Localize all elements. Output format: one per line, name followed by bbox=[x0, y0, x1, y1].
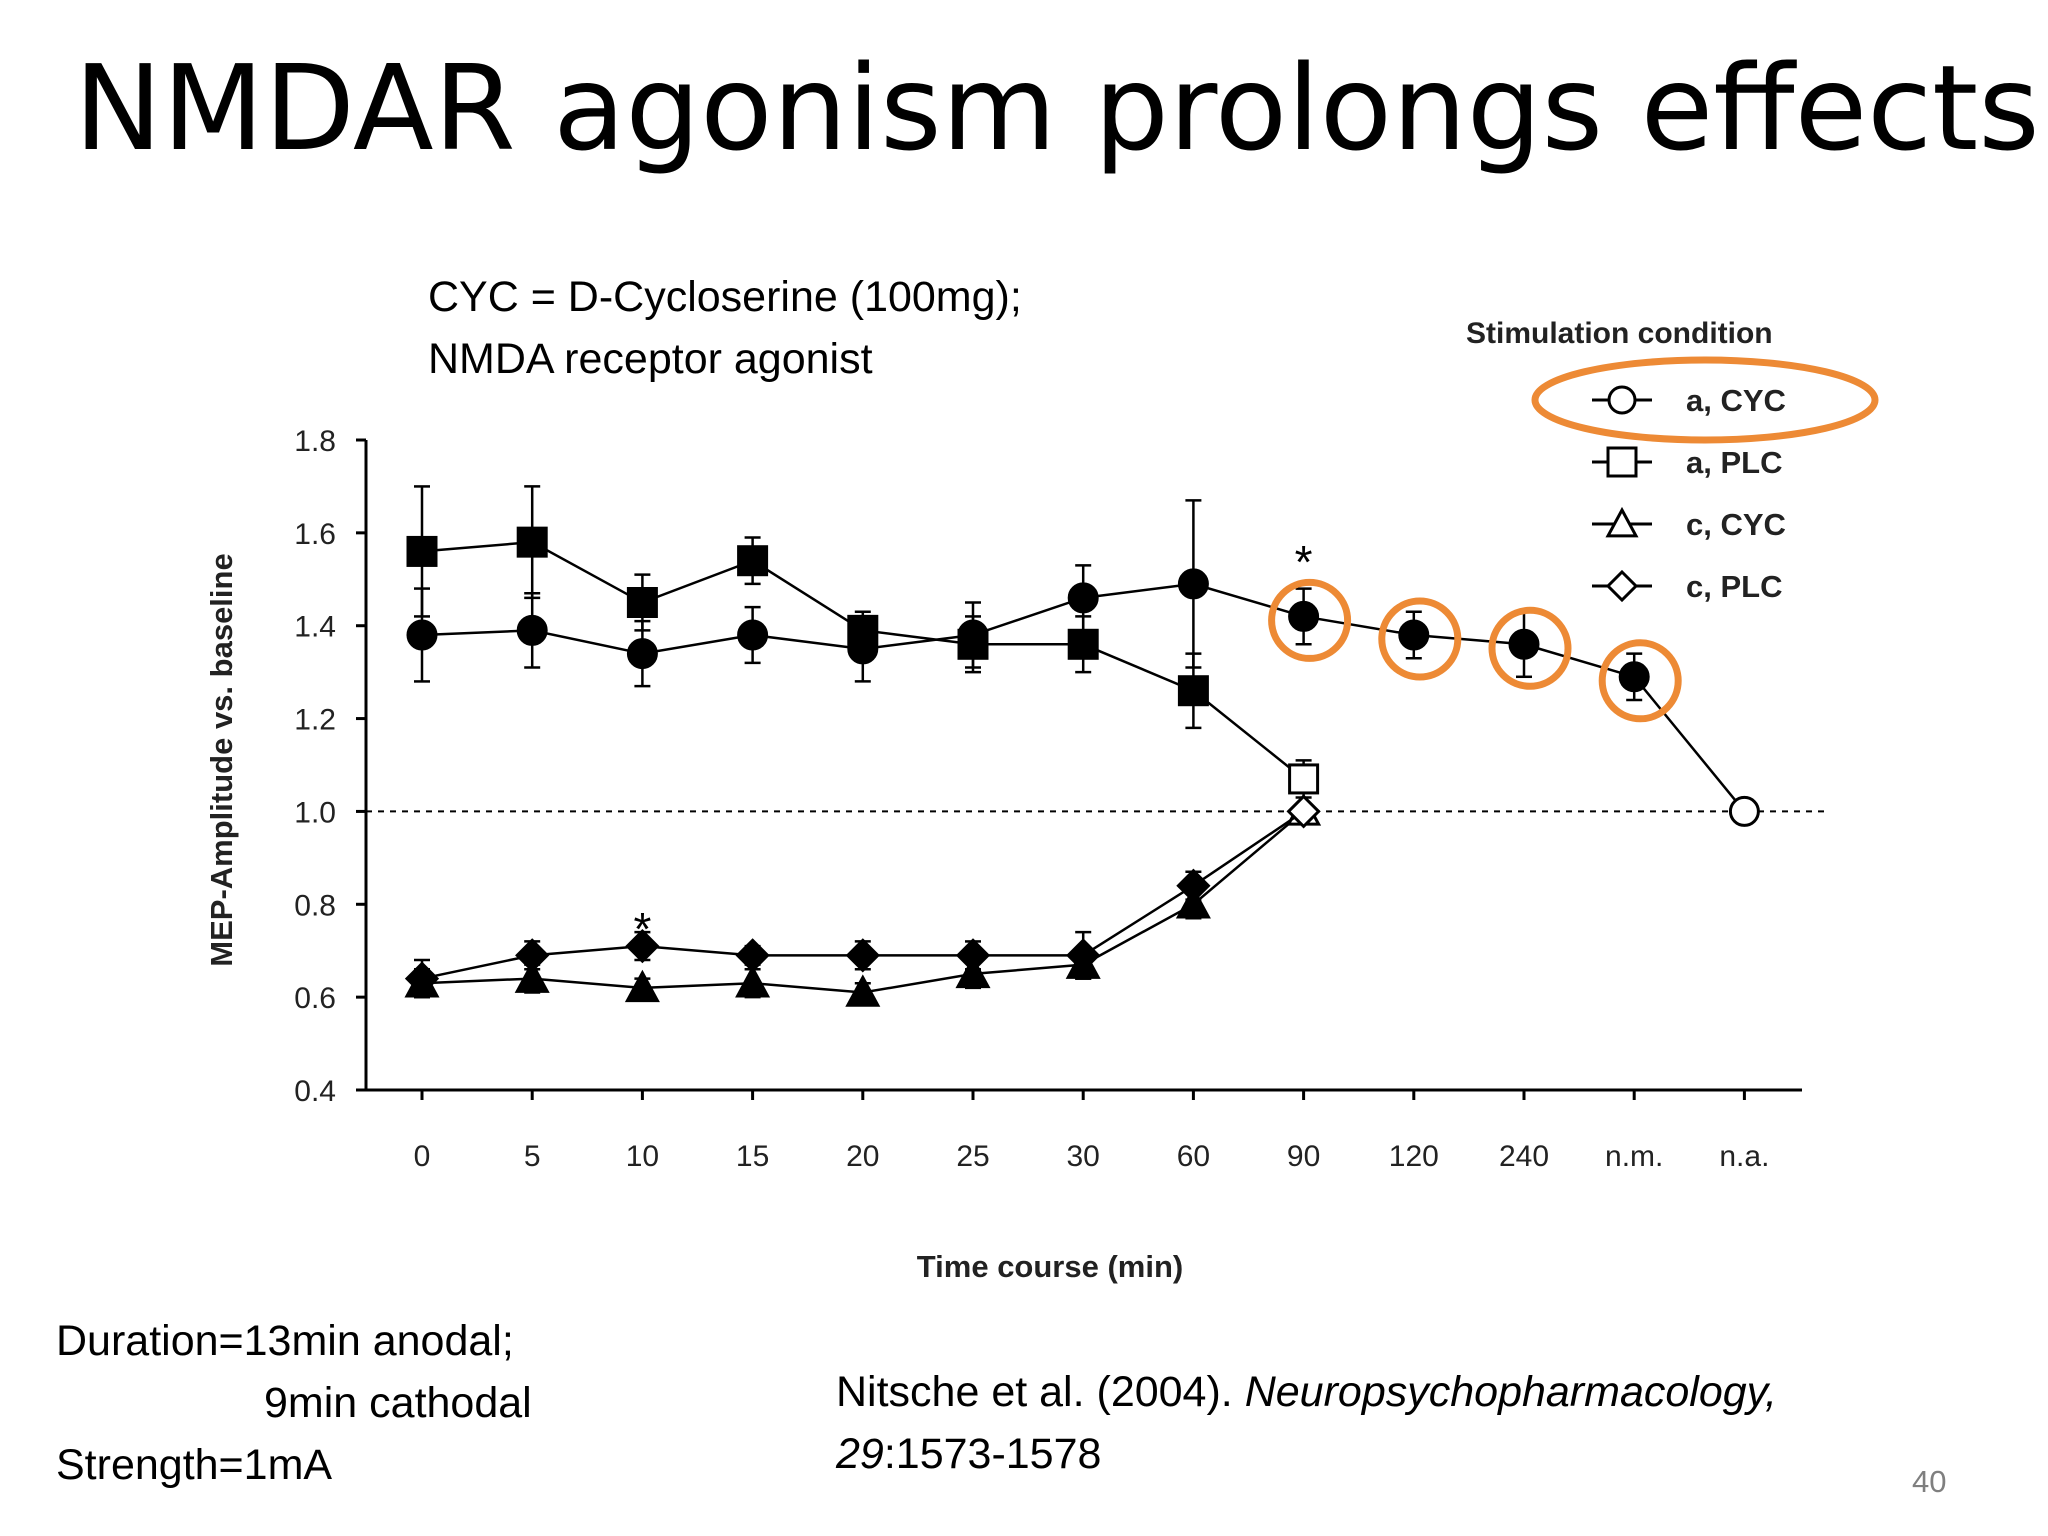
cathodal-duration-line: 9min cathodal bbox=[264, 1379, 532, 1427]
stimulation-parameters-note: Duration=13min anodal; 9min cathodal Str… bbox=[56, 1310, 532, 1496]
data-point bbox=[515, 938, 550, 973]
citation-authors: Nitsche et al. (2004). bbox=[836, 1368, 1245, 1416]
data-point bbox=[1508, 628, 1540, 660]
y-tick-label: 0.4 bbox=[294, 1075, 336, 1108]
data-point bbox=[1067, 628, 1099, 660]
data-point bbox=[955, 955, 991, 989]
data-point bbox=[737, 619, 769, 651]
citation: Nitsche et al. (2004). Neuropsychopharma… bbox=[836, 1361, 1777, 1485]
citation-line-1: Nitsche et al. (2004). Neuropsychopharma… bbox=[836, 1361, 1777, 1423]
y-tick-label: 0.6 bbox=[294, 982, 336, 1015]
point-highlight-circle bbox=[1598, 639, 1682, 723]
data-point bbox=[737, 545, 769, 577]
legend-label: c, CYC bbox=[1686, 507, 1786, 542]
data-point bbox=[955, 938, 991, 973]
slide-title: NMDAR agonism prolongs effects bbox=[74, 39, 2040, 177]
data-point bbox=[626, 587, 658, 618]
significance-asterisk: * bbox=[633, 903, 651, 955]
data-point bbox=[516, 526, 548, 558]
data-point bbox=[1066, 938, 1101, 973]
significance-asterisk: * bbox=[1295, 536, 1313, 588]
data-point bbox=[514, 960, 550, 993]
y-tick-label: 1.6 bbox=[294, 518, 336, 551]
data-point bbox=[735, 965, 771, 998]
y-tick-label: 0.8 bbox=[294, 889, 336, 922]
x-tick-label: 5 bbox=[524, 1140, 541, 1173]
x-tick-label: 0 bbox=[414, 1140, 431, 1173]
point-highlight-circle bbox=[1378, 597, 1462, 681]
y-tick-label: 1.8 bbox=[294, 425, 336, 458]
legend-label: a, PLC bbox=[1686, 445, 1782, 480]
chart-axes: 1.8 1.6 1.4 1.2 1.0 0.8 0.6 0.4 0 5 10 15 20 25 30 60 90… bbox=[204, 425, 1830, 1284]
x-tick-label: 30 bbox=[1067, 1140, 1100, 1173]
data-point bbox=[1288, 763, 1320, 795]
y-axis-title: MEP-Amplitude vs. baseline bbox=[204, 553, 239, 966]
y-tick-label: 1.2 bbox=[294, 704, 336, 737]
series-a-cyc bbox=[406, 499, 1760, 827]
data-point bbox=[406, 535, 438, 567]
legend-marker bbox=[1606, 446, 1638, 478]
series-c-plc bbox=[404, 794, 1321, 999]
highlight-annotations bbox=[1268, 356, 1879, 723]
data-point bbox=[1176, 868, 1211, 903]
data-point bbox=[1175, 886, 1211, 919]
cyc-note-line-1: CYC = D-Cycloserine (100mg); bbox=[428, 273, 1022, 321]
data-point bbox=[626, 638, 658, 670]
page-number: 40 bbox=[1912, 1464, 1947, 1499]
x-tick-label: n.m. bbox=[1605, 1140, 1663, 1173]
citation-line-2: 29:1573-1578 bbox=[836, 1423, 1777, 1485]
point-highlight-circle bbox=[1268, 578, 1352, 662]
data-point bbox=[957, 628, 989, 660]
series-c-cyc bbox=[404, 793, 1322, 1007]
x-tick-label: 240 bbox=[1499, 1140, 1549, 1173]
x-tick-label: 10 bbox=[626, 1140, 659, 1173]
data-point bbox=[625, 928, 660, 964]
legend-marker bbox=[1605, 506, 1639, 538]
data-point bbox=[845, 938, 880, 973]
x-tick-label: n.a. bbox=[1719, 1140, 1769, 1173]
data-point bbox=[1286, 794, 1321, 829]
duration-line: Duration=13min anodal; bbox=[56, 1317, 514, 1365]
data-point bbox=[1398, 619, 1430, 651]
x-tick-label: 15 bbox=[736, 1140, 769, 1173]
x-tick-label: 120 bbox=[1389, 1140, 1439, 1173]
legend-title: Stimulation condition bbox=[1466, 317, 1773, 350]
cyc-note-line-2: NMDA receptor agonist bbox=[428, 335, 873, 383]
data-point bbox=[624, 969, 660, 1003]
data-point bbox=[406, 619, 438, 651]
data-point bbox=[1728, 795, 1760, 827]
x-tick-label: 90 bbox=[1287, 1140, 1320, 1173]
data-point bbox=[1177, 568, 1209, 600]
legend-label: a, CYC bbox=[1686, 383, 1786, 418]
data-point bbox=[735, 938, 770, 973]
legend-marker bbox=[1607, 385, 1637, 415]
data-point bbox=[1177, 675, 1209, 707]
strength-line: Strength=1mA bbox=[56, 1441, 333, 1489]
data-point bbox=[847, 614, 879, 646]
legend-label: c, PLC bbox=[1686, 569, 1782, 604]
data-point bbox=[404, 961, 440, 996]
x-tick-label: 60 bbox=[1177, 1140, 1210, 1173]
data-point bbox=[1067, 582, 1099, 614]
citation-journal: Neuropsychopharmacology, bbox=[1244, 1368, 1777, 1416]
data-point bbox=[1288, 600, 1320, 632]
citation-pages: :1573-1578 bbox=[883, 1430, 1102, 1478]
point-highlight-circle bbox=[1488, 606, 1572, 690]
data-point bbox=[845, 974, 881, 1007]
x-tick-label: 20 bbox=[846, 1140, 879, 1173]
x-tick-label: 25 bbox=[956, 1140, 989, 1173]
citation-volume: 29 bbox=[836, 1430, 884, 1478]
legend-highlight-ellipse bbox=[1531, 356, 1879, 444]
cyc-definition-note: CYC = D-Cycloserine (100mg); NMDA recept… bbox=[428, 266, 1022, 390]
legend-marker bbox=[1605, 569, 1639, 603]
x-axis-title: Time course (min) bbox=[917, 1249, 1183, 1284]
y-tick-label: 1.0 bbox=[294, 796, 336, 829]
chart-legend: Stimulation condition a, CYC a, PLC c, CYC c… bbox=[1466, 317, 1786, 604]
data-point bbox=[1618, 661, 1650, 693]
series-a-plc bbox=[406, 485, 1320, 799]
data-point bbox=[516, 614, 548, 646]
y-tick-label: 1.4 bbox=[294, 611, 336, 644]
